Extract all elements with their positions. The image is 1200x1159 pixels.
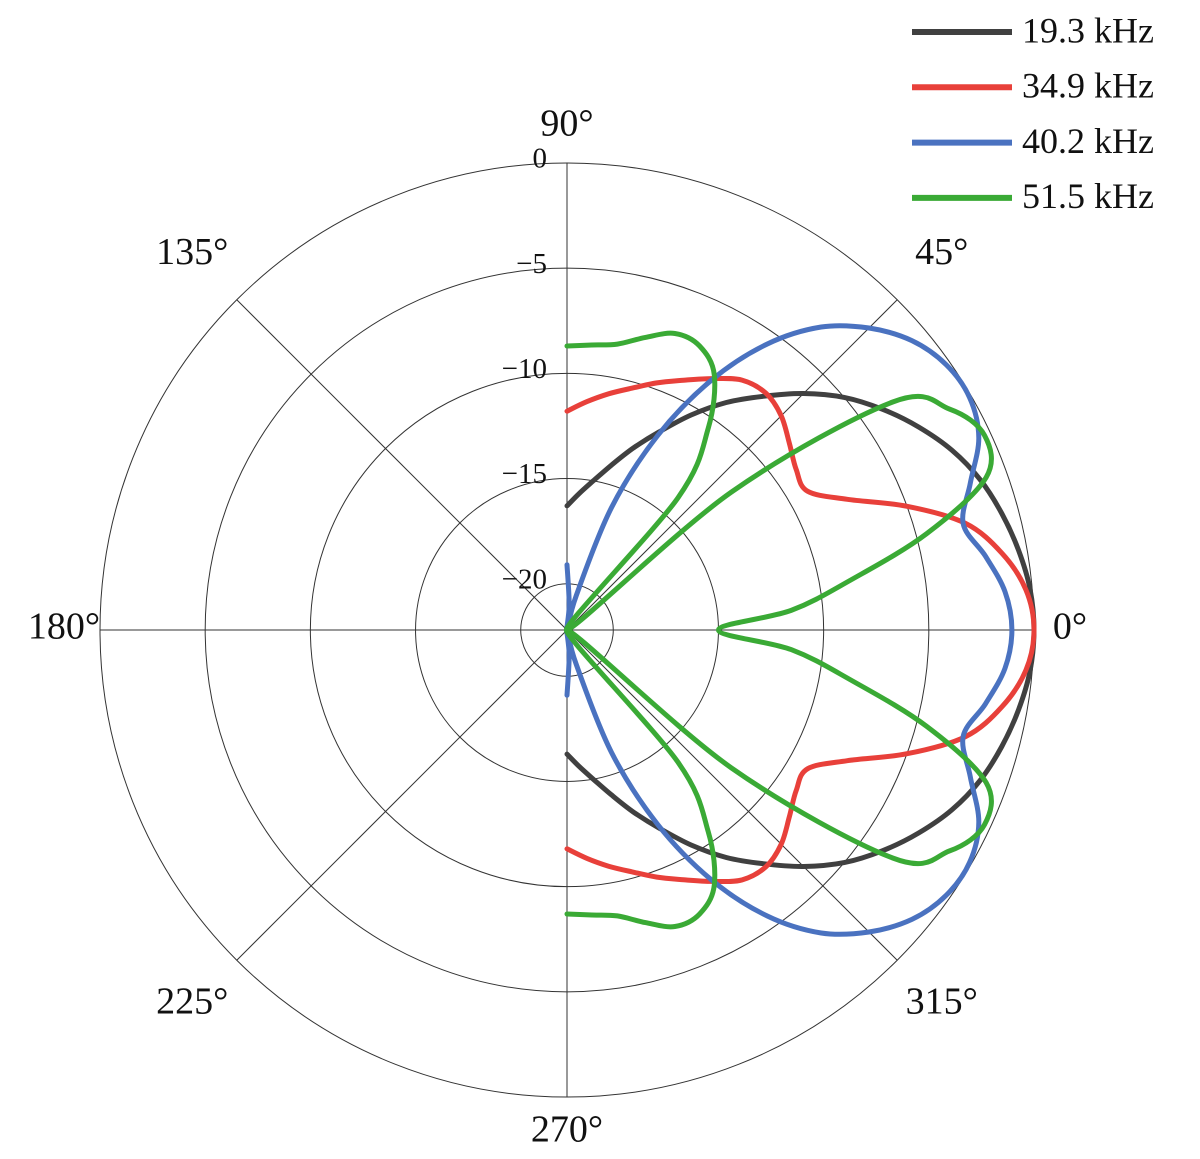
grid-spoke	[236, 629, 568, 961]
theta-tick-label: 225°	[156, 980, 228, 1022]
r-tick-label: −15	[502, 458, 547, 490]
r-tick-label: −20	[502, 563, 547, 595]
theta-tick-label: 45°	[915, 231, 968, 273]
theta-tick-label: 135°	[156, 231, 228, 273]
grid-spoke	[566, 299, 898, 631]
theta-tick-label: 90°	[540, 103, 593, 145]
grid-spoke	[236, 299, 568, 631]
legend-label: 34.9 kHz	[1022, 66, 1154, 106]
theta-tick-label: 270°	[531, 1109, 603, 1151]
theta-tick-label: 180°	[28, 606, 100, 648]
theta-tick-label: 315°	[906, 980, 978, 1022]
r-tick-label: −5	[516, 248, 547, 280]
r-tick-label: −10	[502, 353, 547, 385]
series-line	[564, 323, 1015, 937]
theta-tick-label: 0°	[1053, 606, 1087, 648]
legend-label: 51.5 kHz	[1022, 176, 1154, 216]
series-line	[564, 330, 994, 930]
legend-label: 40.2 kHz	[1022, 121, 1154, 161]
grid-spoke	[566, 629, 898, 961]
r-tick-label: 0	[533, 143, 548, 175]
legend-label: 19.3 kHz	[1022, 10, 1154, 50]
